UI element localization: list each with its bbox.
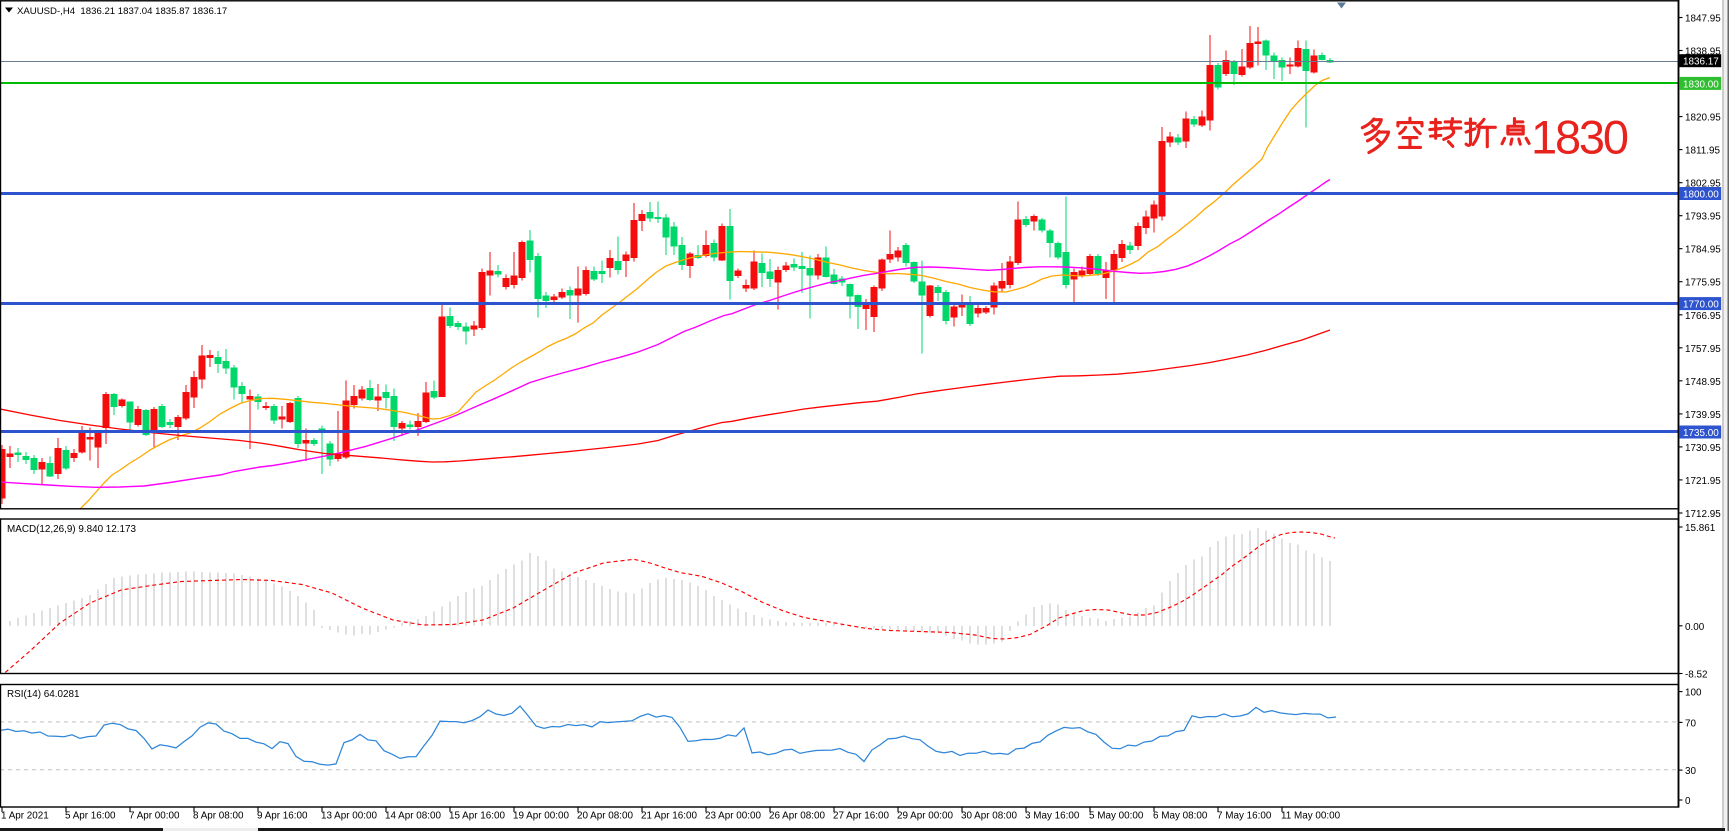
svg-text:1784.95: 1784.95 — [1685, 245, 1721, 256]
svg-text:RSI(14) 64.0281: RSI(14) 64.0281 — [7, 689, 80, 700]
svg-text:15.861: 15.861 — [1685, 523, 1716, 534]
svg-text:1735.00: 1735.00 — [1683, 428, 1719, 439]
svg-text:7 May 16:00: 7 May 16:00 — [1217, 811, 1272, 822]
svg-text:7 Apr 00:00: 7 Apr 00:00 — [129, 811, 180, 822]
svg-text:1793.95: 1793.95 — [1685, 212, 1721, 223]
svg-text:15 Apr 16:00: 15 Apr 16:00 — [449, 811, 506, 822]
svg-text:1770.00: 1770.00 — [1683, 300, 1719, 311]
svg-text:3 May 16:00: 3 May 16:00 — [1025, 811, 1080, 822]
svg-text:11 May 00:00: 11 May 00:00 — [1281, 811, 1341, 822]
svg-text:1712.95: 1712.95 — [1685, 509, 1721, 520]
svg-text:1800.00: 1800.00 — [1683, 190, 1719, 201]
svg-text:1838.95: 1838.95 — [1685, 47, 1721, 58]
svg-text:23 Apr 00:00: 23 Apr 00:00 — [705, 811, 762, 822]
svg-text:1847.95: 1847.95 — [1685, 14, 1721, 25]
svg-text:5 May 00:00: 5 May 00:00 — [1089, 811, 1144, 822]
svg-text:1836.17: 1836.17 — [1683, 57, 1719, 68]
svg-text:XAUUSD-,H4 1836.21 1837.04 18: XAUUSD-,H4 1836.21 1837.04 1835.87 1836.… — [17, 6, 227, 17]
svg-text:100: 100 — [1685, 688, 1702, 699]
svg-text:1748.95: 1748.95 — [1685, 377, 1721, 388]
svg-text:30: 30 — [1685, 766, 1696, 777]
svg-text:1757.95: 1757.95 — [1685, 344, 1721, 355]
svg-text:70: 70 — [1685, 718, 1696, 729]
svg-text:0.00: 0.00 — [1685, 622, 1705, 633]
svg-text:1766.95: 1766.95 — [1685, 311, 1721, 322]
svg-text:1775.95: 1775.95 — [1685, 278, 1721, 289]
svg-text:1802.95: 1802.95 — [1685, 179, 1721, 190]
svg-text:30 Apr 08:00: 30 Apr 08:00 — [961, 811, 1018, 822]
svg-text:5 Apr 16:00: 5 Apr 16:00 — [65, 811, 116, 822]
svg-text:1830.00: 1830.00 — [1683, 79, 1719, 90]
svg-text:0: 0 — [1685, 796, 1691, 807]
svg-text:1820.95: 1820.95 — [1685, 113, 1721, 124]
svg-text:-8.52: -8.52 — [1685, 670, 1708, 681]
svg-text:14 Apr 08:00: 14 Apr 08:00 — [385, 811, 442, 822]
svg-text:8 Apr 08:00: 8 Apr 08:00 — [193, 811, 244, 822]
svg-text:1830: 1830 — [1531, 111, 1628, 164]
svg-text:9 Apr 16:00: 9 Apr 16:00 — [257, 811, 308, 822]
svg-text:1721.95: 1721.95 — [1685, 476, 1721, 487]
svg-text:6 May 08:00: 6 May 08:00 — [1153, 811, 1208, 822]
svg-text:19 Apr 00:00: 19 Apr 00:00 — [513, 811, 570, 822]
svg-text:13 Apr 00:00: 13 Apr 00:00 — [321, 811, 378, 822]
svg-text:MACD(12,26,9) 9.840 12.173: MACD(12,26,9) 9.840 12.173 — [7, 524, 137, 535]
svg-text:1811.95: 1811.95 — [1685, 146, 1720, 157]
svg-text:26 Apr 08:00: 26 Apr 08:00 — [769, 811, 826, 822]
svg-text:20 Apr 08:00: 20 Apr 08:00 — [577, 811, 634, 822]
svg-text:1730.95: 1730.95 — [1685, 443, 1721, 454]
svg-text:29 Apr 00:00: 29 Apr 00:00 — [897, 811, 954, 822]
svg-text:21 Apr 16:00: 21 Apr 16:00 — [641, 811, 698, 822]
svg-text:1739.95: 1739.95 — [1685, 410, 1721, 421]
svg-text:1 Apr 2021: 1 Apr 2021 — [1, 811, 49, 822]
svg-text:27 Apr 16:00: 27 Apr 16:00 — [833, 811, 890, 822]
